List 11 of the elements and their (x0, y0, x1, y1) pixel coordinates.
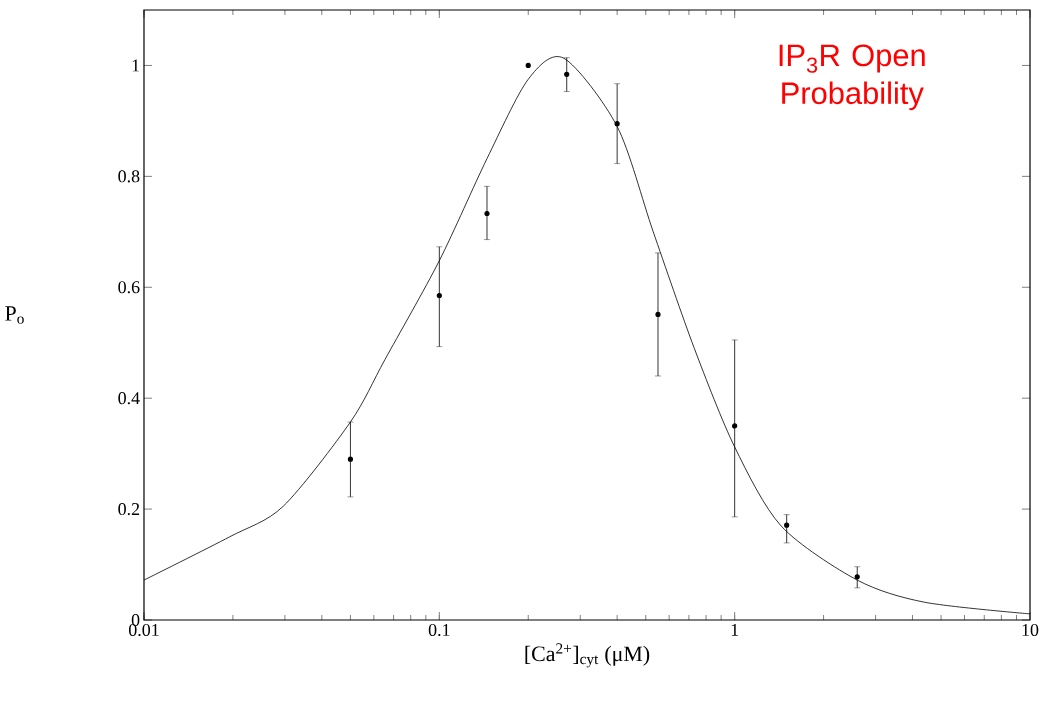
y-axis-title: P$_{o}$ (5, 306, 24, 324)
y-tick-label: 0.4 (118, 392, 140, 405)
y-tick-label: 1 (132, 59, 139, 72)
x-tick-label: 1 (731, 623, 739, 636)
x-axis-title: [Ca$^{2+}$]$_{cyt}$ (μM) (525, 643, 650, 668)
x-tick-label: 10 (1022, 623, 1039, 637)
y-tick-label: 0.2 (118, 503, 140, 516)
y-tick-label: 0.6 (118, 281, 140, 294)
y-tick-label: 0.8 (118, 170, 140, 183)
annotation: IP$_{3}$R Open Probability (779, 44, 925, 111)
x-tick-label: 0.1 (428, 623, 450, 637)
